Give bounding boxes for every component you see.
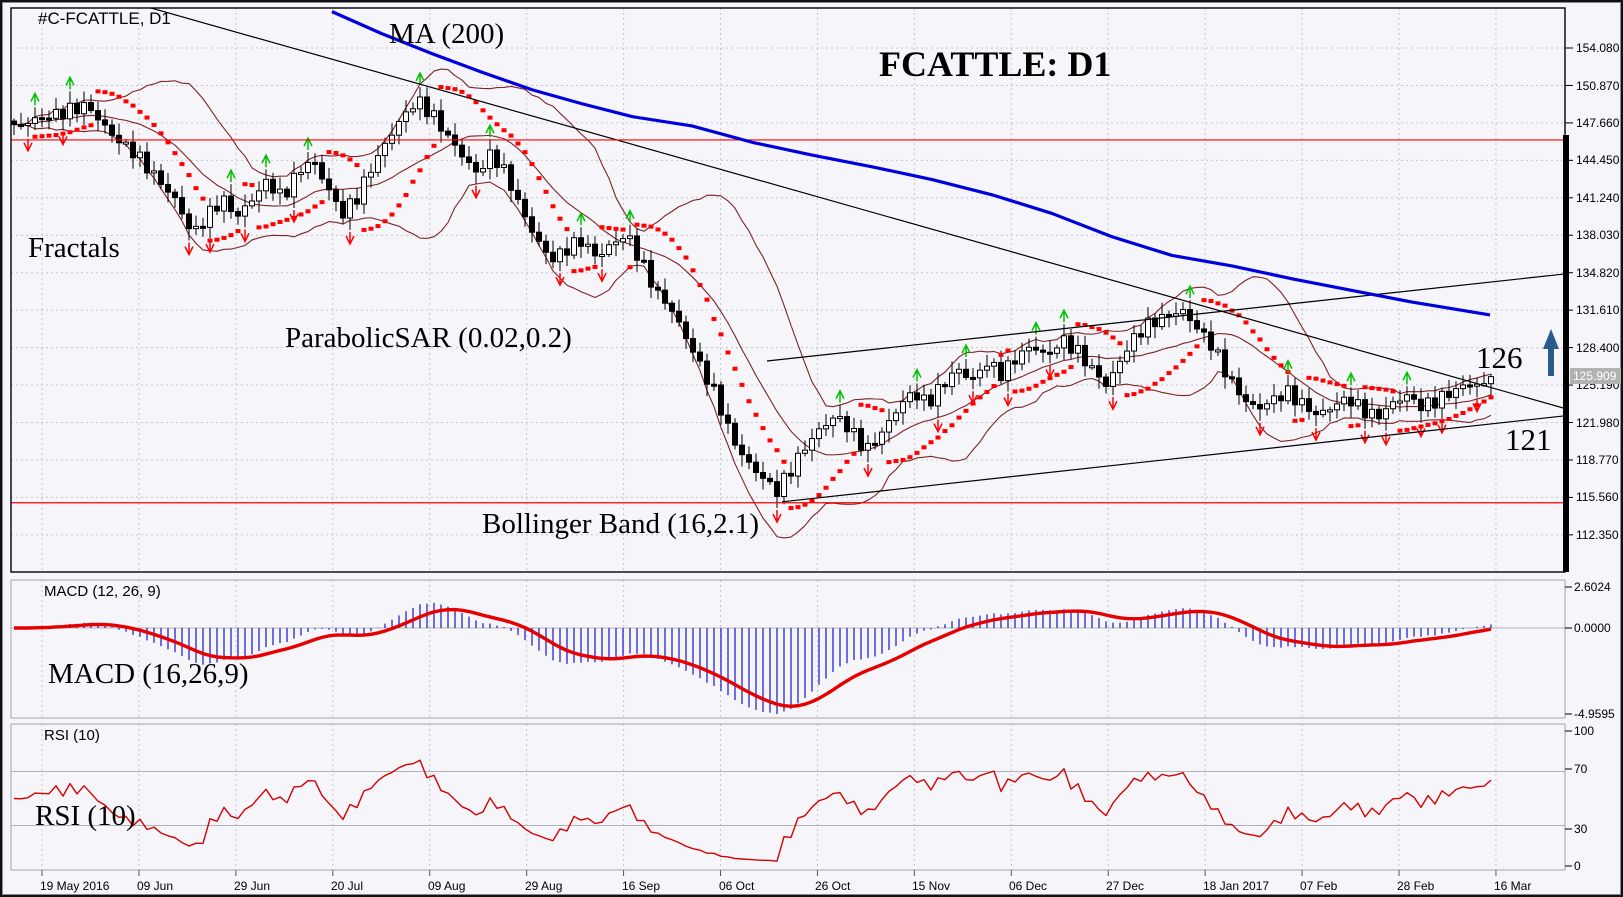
chart-title: FCATTLE: D1 bbox=[879, 44, 1112, 84]
macd-tick-label: 0.0000 bbox=[1574, 621, 1611, 635]
date-tick-label: 07 Feb bbox=[1300, 879, 1338, 893]
date-tick-label: 29 Jun bbox=[234, 879, 271, 893]
macd-tick-label: -4.9595 bbox=[1574, 707, 1615, 721]
date-tick-label: 09 Aug bbox=[428, 879, 466, 893]
price-tick-label: 150.870 bbox=[1576, 78, 1620, 93]
date-tick-label: 28 Feb bbox=[1397, 879, 1435, 893]
macd-tick-label: 2.6024 bbox=[1574, 580, 1611, 594]
rsi-pane-watermark: RSI (10) bbox=[44, 727, 100, 744]
date-tick-label: 16 Sep bbox=[622, 879, 661, 893]
date-tick-label: 19 May 2016 bbox=[40, 879, 110, 893]
rsi-tick-label: 30 bbox=[1574, 822, 1588, 836]
price-tick-label: 138.030 bbox=[1576, 228, 1620, 243]
price-tick-label: 144.450 bbox=[1576, 153, 1620, 168]
price-tick-label: 112.350 bbox=[1576, 527, 1619, 542]
bollinger-label: Bollinger Band (16,2.1) bbox=[482, 508, 760, 540]
date-tick-label: 15 Nov bbox=[912, 879, 951, 893]
price-tick-label: 121.980 bbox=[1576, 415, 1620, 430]
level-126-label: 126 bbox=[1476, 340, 1523, 375]
macd-label: MACD (16,26,9) bbox=[48, 658, 249, 690]
current-price-badge: 125.909 bbox=[1570, 368, 1621, 384]
date-tick-label: 16 Mar bbox=[1494, 879, 1532, 893]
date-tick-label: 09 Jun bbox=[137, 879, 174, 893]
macd-pane-watermark: MACD (12, 26, 9) bbox=[44, 583, 161, 600]
price-tick-label: 128.400 bbox=[1576, 340, 1620, 355]
fractals-label: Fractals bbox=[28, 232, 120, 264]
date-tick-label: 29 Aug bbox=[525, 879, 563, 893]
date-tick-label: 18 Jan 2017 bbox=[1203, 879, 1270, 893]
level-121-label: 121 bbox=[1505, 422, 1552, 457]
date-tick-label: 27 Dec bbox=[1106, 879, 1145, 893]
rsi-tick-label: 0 bbox=[1574, 859, 1581, 873]
price-tick-label: 154.080 bbox=[1576, 41, 1620, 55]
price-tick-label: 147.660 bbox=[1576, 115, 1620, 130]
price-tick-label: 118.770 bbox=[1576, 453, 1619, 467]
rsi-tick-label: 100 bbox=[1574, 724, 1595, 738]
price-tick-label: 134.820 bbox=[1576, 265, 1620, 280]
date-tick-label: 06 Dec bbox=[1009, 879, 1048, 893]
price-tick-label: 131.610 bbox=[1576, 303, 1620, 318]
rsi-label: RSI (10) bbox=[35, 800, 136, 832]
date-tick-label: 26 Oct bbox=[815, 879, 851, 893]
rsi-tick-label: 70 bbox=[1574, 762, 1588, 776]
price-tick-label: 115.560 bbox=[1576, 490, 1619, 505]
date-tick-label: 06 Oct bbox=[719, 879, 755, 893]
parabolic-sar-label: ParabolicSAR (0.02,0.2) bbox=[285, 322, 572, 354]
chart-watermark: #C-FCATTLE, D1 bbox=[38, 9, 171, 28]
ma200-label: MA (200) bbox=[389, 18, 505, 50]
price-tick-label: 141.240 bbox=[1576, 190, 1620, 205]
breakout-up-arrow-icon bbox=[1543, 329, 1559, 376]
date-tick-label: 20 Jul bbox=[331, 879, 364, 893]
